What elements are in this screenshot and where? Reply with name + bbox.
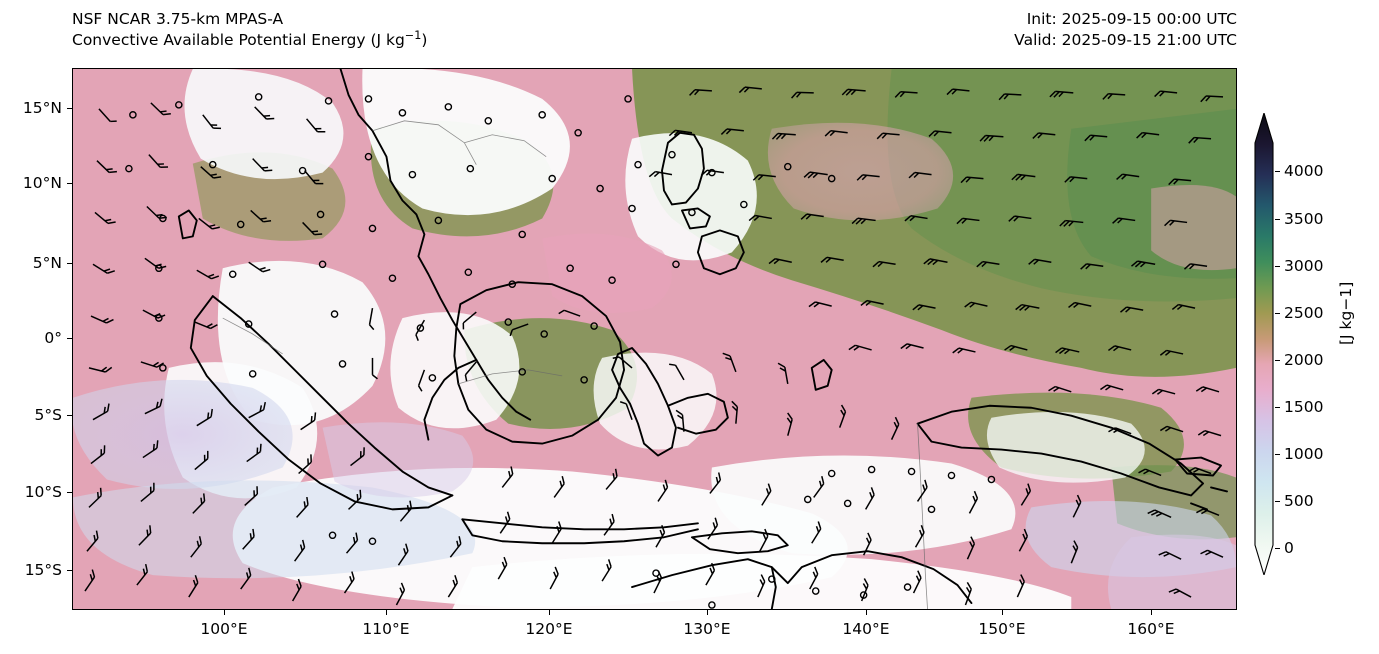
lat-tick: [67, 492, 72, 494]
lat-tick: [67, 338, 72, 340]
lon-tick: [549, 610, 551, 615]
cbar-tick: [1275, 407, 1280, 409]
lat-tick-label: 5°N: [32, 254, 62, 272]
lon-tick-label: 110°E: [362, 620, 410, 638]
lon-tick-label: 100°E: [200, 620, 248, 638]
cbar-tick-label: 1000: [1284, 445, 1324, 463]
cbar-tick-label: 2000: [1284, 351, 1324, 369]
init-time: Init: 2025-09-15 00:00 UTC: [1026, 10, 1237, 28]
map-axes[interactable]: [72, 68, 1237, 610]
lat-tick: [67, 183, 72, 185]
cbar-tick: [1275, 360, 1280, 362]
lon-tick: [224, 610, 226, 615]
field-title: Convective Available Potential Energy (J…: [72, 30, 427, 51]
cbar-tick: [1275, 454, 1280, 456]
lon-tick-label: 160°E: [1127, 620, 1175, 638]
lon-tick: [1151, 610, 1153, 615]
colorbar[interactable]: [1253, 113, 1275, 575]
lat-tick: [67, 263, 72, 265]
lon-tick: [707, 610, 709, 615]
cbar-tick: [1275, 548, 1280, 550]
cbar-tick-label: 0: [1284, 539, 1294, 557]
field-title-text: Convective Available Potential Energy (J…: [72, 31, 405, 49]
lat-tick-label: 10°S: [24, 483, 62, 501]
colorbar-axis-title: [J kg−1]: [1337, 281, 1355, 345]
lon-tick-label: 130°E: [683, 620, 731, 638]
lat-tick-label: 0°: [44, 329, 62, 347]
lon-tick-label: 120°E: [525, 620, 573, 638]
cbar-tick-label: 1500: [1284, 398, 1324, 416]
lat-tick: [67, 108, 72, 110]
lat-tick: [67, 570, 72, 572]
lat-tick-label: 15°S: [24, 561, 62, 579]
lat-tick-label: 10°N: [22, 174, 62, 192]
cape-map-canvas: [73, 69, 1236, 609]
cbar-tick: [1275, 501, 1280, 503]
field-title-exponent: −1: [404, 28, 422, 42]
lat-tick-label: 15°N: [22, 99, 62, 117]
cbar-tick-label: 3000: [1284, 257, 1324, 275]
title-block: NSF NCAR 3.75-km MPAS-A Convective Avail…: [72, 9, 427, 51]
cbar-tick-label: 500: [1284, 492, 1314, 510]
timestamp-block: Init: 2025-09-15 00:00 UTC Valid: 2025-0…: [1014, 9, 1237, 51]
valid-time: Valid: 2025-09-15 21:00 UTC: [1014, 31, 1237, 49]
cbar-tick: [1275, 313, 1280, 315]
lat-tick: [67, 415, 72, 417]
cbar-tick: [1275, 266, 1280, 268]
figure-header: NSF NCAR 3.75-km MPAS-A Convective Avail…: [0, 0, 1379, 64]
lon-tick: [386, 610, 388, 615]
cbar-tick: [1275, 171, 1280, 173]
field-title-tail: ): [421, 31, 428, 49]
lon-tick: [866, 610, 868, 615]
cbar-tick-label: 4000: [1284, 162, 1324, 180]
lon-tick: [1002, 610, 1004, 615]
lon-tick-label: 150°E: [978, 620, 1026, 638]
colorbar-gradient: [1254, 113, 1274, 575]
cbar-tick: [1275, 219, 1280, 221]
model-title: NSF NCAR 3.75-km MPAS-A: [72, 10, 284, 28]
lon-tick-label: 140°E: [842, 620, 890, 638]
cbar-tick-label: 3500: [1284, 210, 1324, 228]
cbar-tick-label: 2500: [1284, 304, 1324, 322]
lat-tick-label: 5°S: [34, 406, 62, 424]
